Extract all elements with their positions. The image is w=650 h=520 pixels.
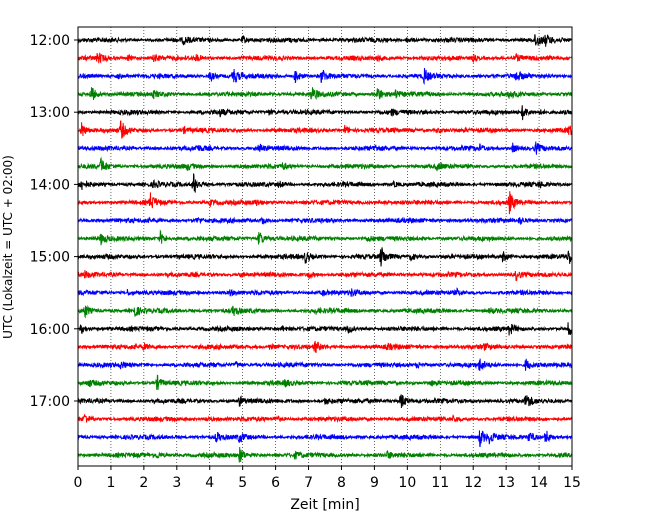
trace-1645 xyxy=(77,374,573,390)
x-tick-label: 2 xyxy=(139,475,148,491)
x-tick-label: 13 xyxy=(497,475,515,491)
trace-1215 xyxy=(77,52,573,64)
trace-1345 xyxy=(77,156,573,172)
y-tick-label: 17:00 xyxy=(30,394,70,410)
trace-1445 xyxy=(77,229,573,246)
y-tick-label: 12:00 xyxy=(30,33,70,49)
x-tick-label: 9 xyxy=(370,475,379,491)
trace-1500 xyxy=(77,247,573,267)
x-tick-label: 14 xyxy=(530,475,548,491)
x-tick-label: 5 xyxy=(238,475,247,491)
y-tick-label: 16:00 xyxy=(30,322,70,338)
trace-1530 xyxy=(77,287,573,298)
trace-1630 xyxy=(77,358,573,371)
trace-1615 xyxy=(77,340,573,353)
trace-1245 xyxy=(77,87,573,101)
x-axis-ticks: 0 1 2 3 4 5 6 7 8 9 10 11 12 13 14 15 xyxy=(74,466,581,491)
x-tick-label: 7 xyxy=(304,475,313,491)
x-tick-label: 0 xyxy=(74,475,83,491)
trace-1600 xyxy=(77,322,573,336)
x-tick-label: 10 xyxy=(398,475,416,491)
trace-1200 xyxy=(77,34,573,47)
y-tick-label: 15:00 xyxy=(30,250,70,266)
x-tick-label: 4 xyxy=(205,475,214,491)
trace-1730 xyxy=(77,430,573,447)
trace-1430 xyxy=(77,216,573,226)
y-tick-label: 14:00 xyxy=(30,177,70,193)
y-tick-label: 13:00 xyxy=(30,105,70,121)
trace-1515 xyxy=(77,270,573,281)
x-tick-label: 12 xyxy=(464,475,482,491)
trace-1300 xyxy=(77,105,573,121)
x-tick-label: 6 xyxy=(271,475,280,491)
trace-1715 xyxy=(77,414,573,424)
seismogram-traces xyxy=(77,34,573,463)
trace-1400 xyxy=(77,173,573,193)
trace-1230 xyxy=(77,67,573,86)
x-tick-label: 8 xyxy=(337,475,346,491)
plot-frame xyxy=(77,26,573,467)
y-axis-ticks: 12:00 13:00 14:00 15:00 16:00 17:00 xyxy=(30,33,78,410)
x-tick-label: 11 xyxy=(431,475,449,491)
trace-1700 xyxy=(77,394,573,408)
x-tick-label: 3 xyxy=(172,475,181,491)
x-tick-label: 15 xyxy=(563,475,581,491)
x-axis-label: Zeit [min] xyxy=(290,497,359,513)
trace-1315 xyxy=(77,120,573,139)
x-tick-label: 1 xyxy=(106,475,115,491)
trace-1415 xyxy=(77,191,573,215)
grid-lines xyxy=(110,27,540,466)
y-axis-label: UTC (Lokalzeit = UTC + 02:00) xyxy=(1,155,15,339)
trace-1545 xyxy=(77,304,573,319)
trace-1330 xyxy=(77,141,573,155)
trace-1745 xyxy=(77,446,573,463)
